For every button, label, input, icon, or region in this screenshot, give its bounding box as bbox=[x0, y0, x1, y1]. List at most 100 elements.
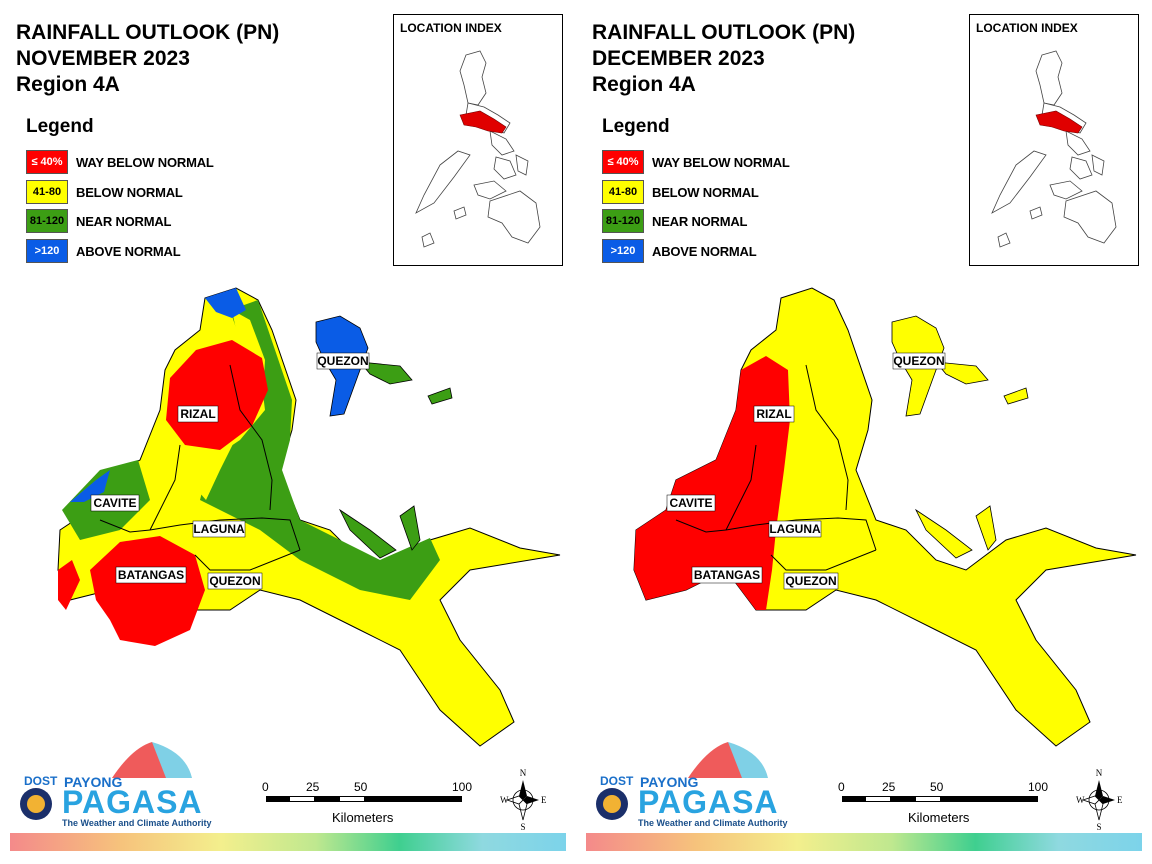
logo-dost-text: DOST bbox=[24, 774, 58, 788]
panel-december: RAINFALL OUTLOOK (PN) DECEMBER 2023 Regi… bbox=[576, 0, 1152, 864]
region-4a-highlight bbox=[459, 110, 507, 134]
svg-text:W: W bbox=[500, 795, 509, 805]
svg-text:N: N bbox=[520, 768, 527, 778]
label-laguna: LAGUNA bbox=[193, 522, 245, 536]
province-labels: RIZAL CAVITE LAGUNA BATANGAS QUEZON QUEZ… bbox=[666, 352, 946, 590]
location-index-box: LOCATION INDEX bbox=[969, 14, 1139, 266]
legend-item-above: >120 ABOVE NORMAL bbox=[602, 239, 757, 263]
svg-text:S: S bbox=[1096, 822, 1101, 830]
legend-label: BELOW NORMAL bbox=[76, 184, 183, 200]
label-quezon-main: QUEZON bbox=[785, 574, 836, 588]
compass-rose-icon: N S W E bbox=[1076, 768, 1123, 832]
legend-label: ABOVE NORMAL bbox=[76, 243, 181, 259]
legend-label: WAY BELOW NORMAL bbox=[76, 154, 214, 170]
logo-dost-text: DOST bbox=[600, 774, 634, 788]
legend-swatch: ≤ 40% bbox=[602, 150, 644, 174]
legend-label: WAY BELOW NORMAL bbox=[652, 154, 790, 170]
north-arrow: N S W E bbox=[498, 766, 548, 832]
footer-gradient-bar bbox=[10, 833, 566, 851]
scale-tick-100: 100 bbox=[452, 780, 473, 794]
location-index-title: LOCATION INDEX bbox=[400, 21, 502, 35]
label-batangas: BATANGAS bbox=[118, 568, 184, 582]
label-batangas: BATANGAS bbox=[694, 568, 760, 582]
rainfall-map-december: RIZAL CAVITE LAGUNA BATANGAS QUEZON QUEZ… bbox=[633, 287, 1137, 747]
legend-item-way-below: ≤ 40% WAY BELOW NORMAL bbox=[26, 150, 214, 174]
legend-item-near: 81-120 NEAR NORMAL bbox=[26, 209, 171, 233]
philippines-locator-map bbox=[415, 50, 541, 248]
svg-text:W: W bbox=[1076, 795, 1085, 805]
label-rizal: RIZAL bbox=[756, 407, 791, 421]
title-line-3: Region 4A bbox=[16, 73, 120, 96]
title-line-3: Region 4A bbox=[592, 73, 696, 96]
logo-payong-text: PAYONG bbox=[64, 774, 123, 790]
label-cavite: CAVITE bbox=[669, 496, 712, 510]
logo-payong-text: PAYONG bbox=[640, 774, 699, 790]
legend-swatch: >120 bbox=[602, 239, 644, 263]
svg-text:S: S bbox=[520, 822, 525, 830]
location-index-title: LOCATION INDEX bbox=[976, 21, 1078, 35]
scale-tick-0: 0 bbox=[262, 780, 269, 794]
svg-text:E: E bbox=[1117, 795, 1123, 805]
rainfall-map-november: RIZAL CAVITE LAGUNA BATANGAS QUEZON QUEZ… bbox=[57, 287, 561, 747]
title-line-1: RAINFALL OUTLOOK (PN) bbox=[592, 21, 856, 44]
payong-pagasa-logo: DOST PAYONG PAGASA The Weather and Clima… bbox=[16, 738, 236, 833]
scale-unit: Kilometers bbox=[332, 810, 394, 825]
title-line-2: NOVEMBER 2023 bbox=[16, 47, 190, 70]
label-rizal: RIZAL bbox=[180, 407, 215, 421]
scale-tick-100: 100 bbox=[1028, 780, 1049, 794]
logo-tagline: The Weather and Climate Authority bbox=[62, 818, 212, 828]
region-4a-highlight bbox=[1035, 110, 1083, 134]
location-index-box: LOCATION INDEX bbox=[393, 14, 563, 266]
scale-tick-25: 25 bbox=[882, 780, 896, 794]
svg-text:N: N bbox=[1096, 768, 1103, 778]
province-labels: RIZAL CAVITE LAGUNA BATANGAS QUEZON QUEZ… bbox=[90, 352, 370, 590]
scale-tick-50: 50 bbox=[930, 780, 944, 794]
svg-text:E: E bbox=[541, 795, 547, 805]
label-laguna: LAGUNA bbox=[769, 522, 821, 536]
legend-item-above: >120 ABOVE NORMAL bbox=[26, 239, 181, 263]
philippines-locator-map bbox=[991, 50, 1117, 248]
legend-label: BELOW NORMAL bbox=[652, 184, 759, 200]
scale-unit: Kilometers bbox=[908, 810, 970, 825]
legend-swatch: 41-80 bbox=[602, 180, 644, 204]
footer-gradient-bar bbox=[586, 833, 1142, 851]
legend-label: ABOVE NORMAL bbox=[652, 243, 757, 259]
legend-swatch: ≤ 40% bbox=[26, 150, 68, 174]
logo-pagasa-text: PAGASA bbox=[638, 784, 779, 820]
scale-tick-25: 25 bbox=[306, 780, 320, 794]
panel-november: RAINFALL OUTLOOK (PN) NOVEMBER 2023 Regi… bbox=[10, 14, 566, 851]
scale-tick-50: 50 bbox=[354, 780, 368, 794]
scale-bar: 0 25 50 100 Kilometers bbox=[838, 776, 1048, 836]
scale-bar-graphic bbox=[842, 796, 1038, 802]
umbrella-icon bbox=[20, 742, 192, 820]
title-line-2: DECEMBER 2023 bbox=[592, 47, 765, 70]
legend-swatch: 81-120 bbox=[26, 209, 68, 233]
umbrella-icon bbox=[596, 742, 768, 820]
legend-label: NEAR NORMAL bbox=[652, 213, 748, 229]
legend-item-near: 81-120 NEAR NORMAL bbox=[602, 209, 747, 233]
scale-bar-graphic bbox=[266, 796, 462, 802]
legend-swatch: 41-80 bbox=[26, 180, 68, 204]
map-title: RAINFALL OUTLOOK (PN) DECEMBER 2023 Regi… bbox=[592, 20, 855, 98]
legend-label: NEAR NORMAL bbox=[76, 213, 172, 229]
label-quezon-north: QUEZON bbox=[893, 354, 944, 368]
legend-swatch: 81-120 bbox=[602, 209, 644, 233]
label-quezon-north: QUEZON bbox=[317, 354, 368, 368]
legend-item-below: 41-80 BELOW NORMAL bbox=[26, 180, 183, 204]
map-title: RAINFALL OUTLOOK (PN) NOVEMBER 2023 Regi… bbox=[16, 20, 279, 98]
title-line-1: RAINFALL OUTLOOK (PN) bbox=[16, 21, 280, 44]
scale-tick-0: 0 bbox=[838, 780, 845, 794]
scale-bar: 0 25 50 100 Kilometers bbox=[262, 776, 472, 836]
logo-tagline: The Weather and Climate Authority bbox=[638, 818, 788, 828]
legend-item-way-below: ≤ 40% WAY BELOW NORMAL bbox=[602, 150, 790, 174]
north-arrow: N S W E bbox=[1074, 766, 1124, 832]
legend-title: Legend bbox=[26, 116, 94, 137]
legend-item-below: 41-80 BELOW NORMAL bbox=[602, 180, 759, 204]
compass-rose-icon: N S W E bbox=[500, 768, 547, 832]
legend-swatch: >120 bbox=[26, 239, 68, 263]
label-quezon-main: QUEZON bbox=[209, 574, 260, 588]
legend-title: Legend bbox=[602, 116, 670, 137]
label-cavite: CAVITE bbox=[93, 496, 136, 510]
logo-pagasa-text: PAGASA bbox=[62, 784, 203, 820]
payong-pagasa-logo: DOST PAYONG PAGASA The Weather and Clima… bbox=[592, 738, 812, 833]
